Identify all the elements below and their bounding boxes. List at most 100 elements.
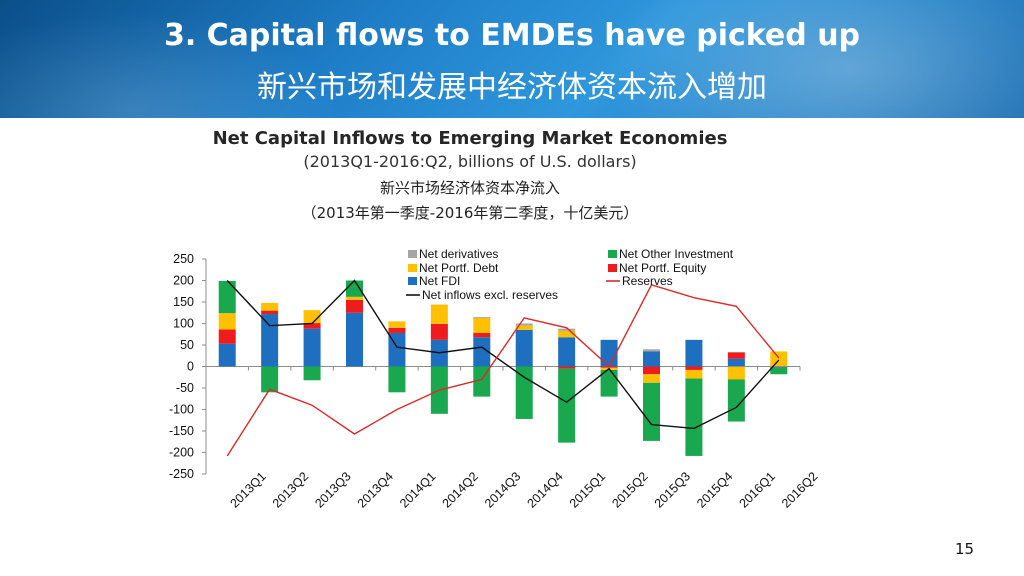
x-tick-label: 2016Q2: [779, 469, 820, 510]
bar-segment-net-portf-debt: [473, 317, 491, 333]
bar-segment-net-other-investment: [218, 280, 236, 314]
x-tick-label: 2013Q4: [355, 469, 396, 510]
bar-segment-net-portf-equity: [558, 366, 576, 369]
x-tick-label: 2015Q3: [652, 469, 693, 510]
chart-subtitle: (2013Q1-2016:Q2, billions of U.S. dollar…: [303, 152, 637, 171]
bar-segment-net-other-investment: [388, 366, 406, 393]
bar-segment-net-other-investment: [643, 382, 660, 441]
bar-segment-net-portf-equity: [218, 329, 236, 344]
bar-segment-net-portf-equity: [727, 352, 745, 359]
bar-segment-net-fdi: [515, 329, 533, 367]
bar-segment-net-portf-debt: [430, 304, 448, 324]
y-tick-label: 0: [187, 360, 194, 374]
bar-segment-net-fdi: [558, 337, 576, 367]
bar-segment-net-portf-equity: [685, 366, 703, 370]
bar-segment-net-fdi: [346, 312, 363, 367]
bar-segment-net-portf-debt: [685, 369, 703, 379]
bar-segment-net-portf-equity: [388, 327, 406, 333]
y-tick-label: 250: [173, 252, 194, 266]
bar-segment-net-portf-debt: [600, 367, 618, 370]
bar-segment-net-portf-debt: [261, 302, 279, 311]
x-tick-label: 2015Q1: [567, 469, 608, 510]
bar-segment-net-other-investment: [346, 280, 363, 297]
page-number: 15: [955, 540, 975, 558]
bar-segment-net-portf-equity: [261, 310, 279, 315]
bar-segment-net-portf-debt: [303, 310, 321, 324]
bar-segment-net-portf-debt: [558, 330, 576, 338]
bar-segment-net-fdi: [727, 358, 745, 367]
bar-segment-net-other-investment: [515, 366, 533, 419]
bar-segment-net-other-investment: [303, 366, 321, 381]
bar-segment-net-derivatives: [643, 349, 660, 352]
bar-segment-net-fdi: [473, 337, 491, 367]
y-tick-label: 150: [173, 295, 194, 309]
chart-title: Net Capital Inflows to Emerging Market E…: [212, 128, 728, 149]
y-tick-label: -200: [169, 446, 194, 460]
slide-title-zh: 新兴市场和发展中经济体资本流入增加: [257, 70, 767, 105]
y-tick-label: -150: [169, 424, 194, 438]
y-tick-label: -50: [176, 381, 194, 395]
bar-segment-net-fdi: [261, 314, 279, 367]
bar-segment-net-other-investment: [727, 379, 745, 422]
x-tick-label: 2014Q3: [482, 469, 523, 510]
series-line-net-inflows-excl-reserves: [226, 279, 780, 430]
legend-label: Net inflows excl. reserves: [422, 288, 558, 302]
bar-segment-net-derivatives: [515, 323, 533, 326]
x-tick-label: 2014Q4: [524, 469, 565, 510]
bar-segment-net-portf-debt: [770, 351, 788, 367]
slide-title-en: 3. Capital flows to EMDEs have picked up: [163, 18, 861, 53]
y-tick-label: 50: [180, 338, 194, 352]
bar-segment-net-fdi: [303, 328, 321, 367]
bar-segment-net-portf-debt: [515, 325, 533, 330]
bar-segment-net-fdi: [388, 332, 406, 367]
x-tick-label: 2014Q2: [440, 469, 481, 510]
legend-swatch: [408, 277, 417, 285]
bar-segment-net-portf-debt: [727, 366, 745, 380]
chart-title-zh: 新兴市场经济体资本净流入: [379, 179, 560, 197]
x-tick-label: 2014Q1: [397, 469, 438, 510]
bar-segment-net-portf-equity: [643, 366, 660, 375]
y-tick-label: 100: [173, 317, 194, 331]
bar-segment-net-fdi: [600, 339, 618, 367]
x-tick-label: 2013Q1: [227, 469, 268, 510]
bar-segment-net-other-investment: [685, 378, 703, 456]
bar-segment-net-derivatives: [473, 317, 491, 318]
bar-segment-net-other-investment: [770, 367, 788, 375]
bar-segment-net-fdi: [770, 366, 788, 368]
x-tick-label: 2013Q3: [312, 469, 353, 510]
bar-segment-net-fdi: [430, 339, 448, 367]
bar-segment-net-portf-debt: [643, 374, 660, 383]
legend-label: Net derivatives: [419, 247, 498, 261]
bar-segment-net-other-investment: [473, 366, 491, 397]
bar-segment-net-portf-equity: [600, 366, 618, 368]
bar-segment-net-other-investment: [600, 369, 618, 397]
bar-segment-net-other-investment: [558, 368, 576, 443]
bar-segment-net-derivatives: [558, 328, 576, 331]
bar-segment-net-portf-equity: [346, 299, 363, 313]
legend-swatch: [408, 264, 417, 272]
legend-swatch: [408, 250, 417, 258]
x-tick-label: 2013Q2: [270, 469, 311, 510]
y-tick-label: 200: [173, 274, 194, 288]
bar-segment-net-other-investment: [261, 366, 279, 393]
bar-segment-net-fdi: [643, 351, 660, 367]
legend-swatch: [608, 250, 617, 258]
bar-segment-net-portf-equity: [430, 323, 448, 340]
series-line-reserves: [226, 283, 780, 457]
legend-label: Net Portf. Equity: [619, 261, 706, 275]
legend-label: Net Portf. Debt: [419, 261, 499, 275]
bar-segment-net-other-investment: [430, 366, 448, 414]
legend-swatch: [608, 264, 617, 272]
legend-label: Net Other Investment: [619, 247, 734, 261]
y-tick-label: -100: [169, 403, 194, 417]
bar-segment-net-fdi: [218, 343, 236, 367]
title-banner: 3. Capital flows to EMDEs have picked up…: [0, 0, 1024, 118]
bar-segment-net-portf-debt: [388, 321, 406, 328]
legend-label: Net FDI: [419, 274, 460, 288]
bar-segment-net-portf-equity: [473, 332, 491, 338]
bar-segment-net-fdi: [685, 339, 703, 367]
bar-segment-net-portf-debt: [346, 296, 363, 300]
bar-segment-net-portf-equity: [303, 323, 321, 329]
banner-glow: [600, 0, 1024, 118]
y-tick-label: -250: [169, 467, 194, 481]
